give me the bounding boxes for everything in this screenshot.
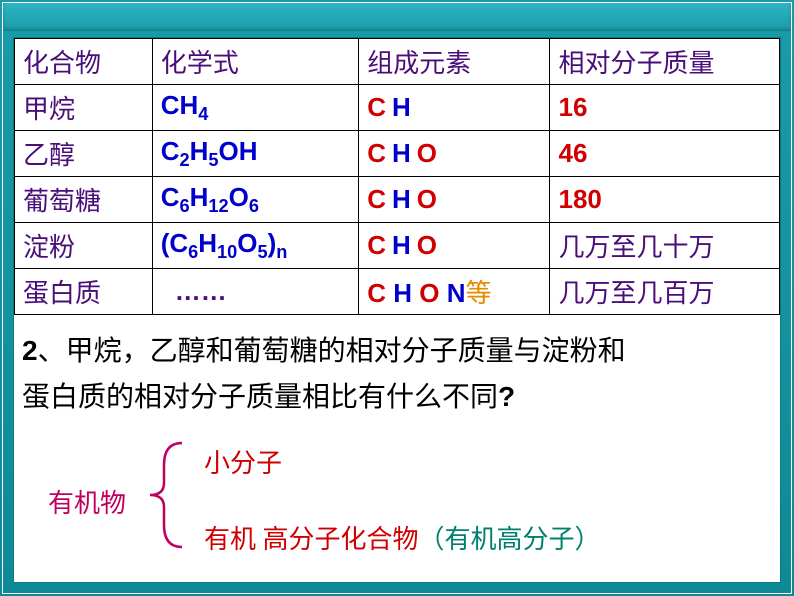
table-row: 乙醇C2H5OHCHO46 [15, 131, 780, 177]
cell-name: 乙醇 [15, 131, 153, 177]
cell-formula: C6H12O6 [152, 177, 359, 223]
table-row: 葡萄糖C6H12O6CHO180 [15, 177, 780, 223]
header-mass: 相对分子质量 [550, 39, 780, 85]
table-row: 淀粉(C6H10O5)nCHO几万至几十万 [15, 223, 780, 269]
cell-elements: CH [359, 85, 550, 131]
cell-formula: (C6H10O5)n [152, 223, 359, 269]
classification-diagram: 有机物 小分子 有机 高分子化合物（有机高分子） [14, 429, 780, 579]
cell-mass: 16 [550, 85, 780, 131]
table-row: 甲烷CH4CH16 [15, 85, 780, 131]
cell-mass: 46 [550, 131, 780, 177]
slide-content: 化合物 化学式 组成元素 相对分子质量 甲烷CH4CH16乙醇C2H5OHCHO… [13, 37, 781, 583]
cell-mass: 180 [550, 177, 780, 223]
cell-name: 葡萄糖 [15, 177, 153, 223]
cell-elements: CHO [359, 177, 550, 223]
branch-small-molecule: 小分子 [204, 443, 282, 480]
cell-name: 蛋白质 [15, 269, 153, 315]
cell-elements: CHO [359, 131, 550, 177]
brace-icon [142, 435, 192, 555]
cell-formula: CH4 [152, 85, 359, 131]
question-text: 2、甲烷，乙醇和葡萄糖的相对分子质量与淀粉和 蛋白质的相对分子质量相比有什么不同… [14, 315, 780, 425]
cell-name: 淀粉 [15, 223, 153, 269]
header-compound: 化合物 [15, 39, 153, 85]
cell-mass: 几万至几百万 [550, 269, 780, 315]
question-number: 2 [22, 335, 38, 366]
table-header-row: 化合物 化学式 组成元素 相对分子质量 [15, 39, 780, 85]
cell-formula: C2H5OH [152, 131, 359, 177]
header-elements: 组成元素 [359, 39, 550, 85]
table-row: 蛋白质……C H O N等几万至几百万 [15, 269, 780, 315]
root-label: 有机物 [48, 483, 126, 520]
slide-header-bar [3, 3, 791, 31]
header-formula: 化学式 [152, 39, 359, 85]
slide-frame: 化合物 化学式 组成元素 相对分子质量 甲烷CH4CH16乙醇C2H5OHCHO… [2, 2, 792, 594]
cell-elements: C H O N等 [359, 269, 550, 315]
cell-elements: CHO [359, 223, 550, 269]
cell-mass: 几万至几十万 [550, 223, 780, 269]
compound-table: 化合物 化学式 组成元素 相对分子质量 甲烷CH4CH16乙醇C2H5OHCHO… [14, 38, 780, 315]
cell-formula: …… [152, 269, 359, 315]
branch-polymer: 有机 高分子化合物（有机高分子） [204, 519, 601, 556]
cell-name: 甲烷 [15, 85, 153, 131]
